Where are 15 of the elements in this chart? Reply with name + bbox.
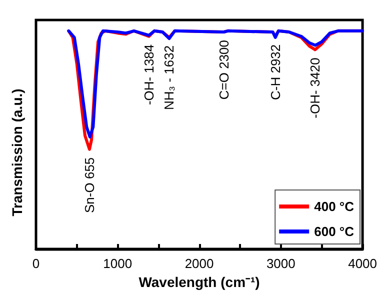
- x-tick-label: 3000: [266, 256, 296, 271]
- annotation: Sn-O 655: [82, 157, 97, 213]
- annotation: -OH- 3420: [308, 58, 323, 118]
- annotation: C=O 2300: [216, 40, 232, 100]
- x-axis-title: Wavelength (cm⁻¹): [138, 274, 260, 290]
- x-tick-label: 0: [32, 256, 40, 271]
- legend-label: 400 °C: [314, 199, 355, 214]
- y-axis-title: Transmission (a.u.): [9, 88, 25, 216]
- annotation: NH₃ - 1632: [162, 45, 177, 110]
- x-tick-label: 4000: [348, 256, 377, 271]
- annotation: C-H 2932: [268, 44, 283, 100]
- x-tick-label: 1000: [103, 256, 132, 271]
- x-tick-label: 2000: [184, 256, 214, 271]
- legend-label: 600 °C: [314, 224, 355, 239]
- annotation: -OH- 1384: [141, 44, 156, 106]
